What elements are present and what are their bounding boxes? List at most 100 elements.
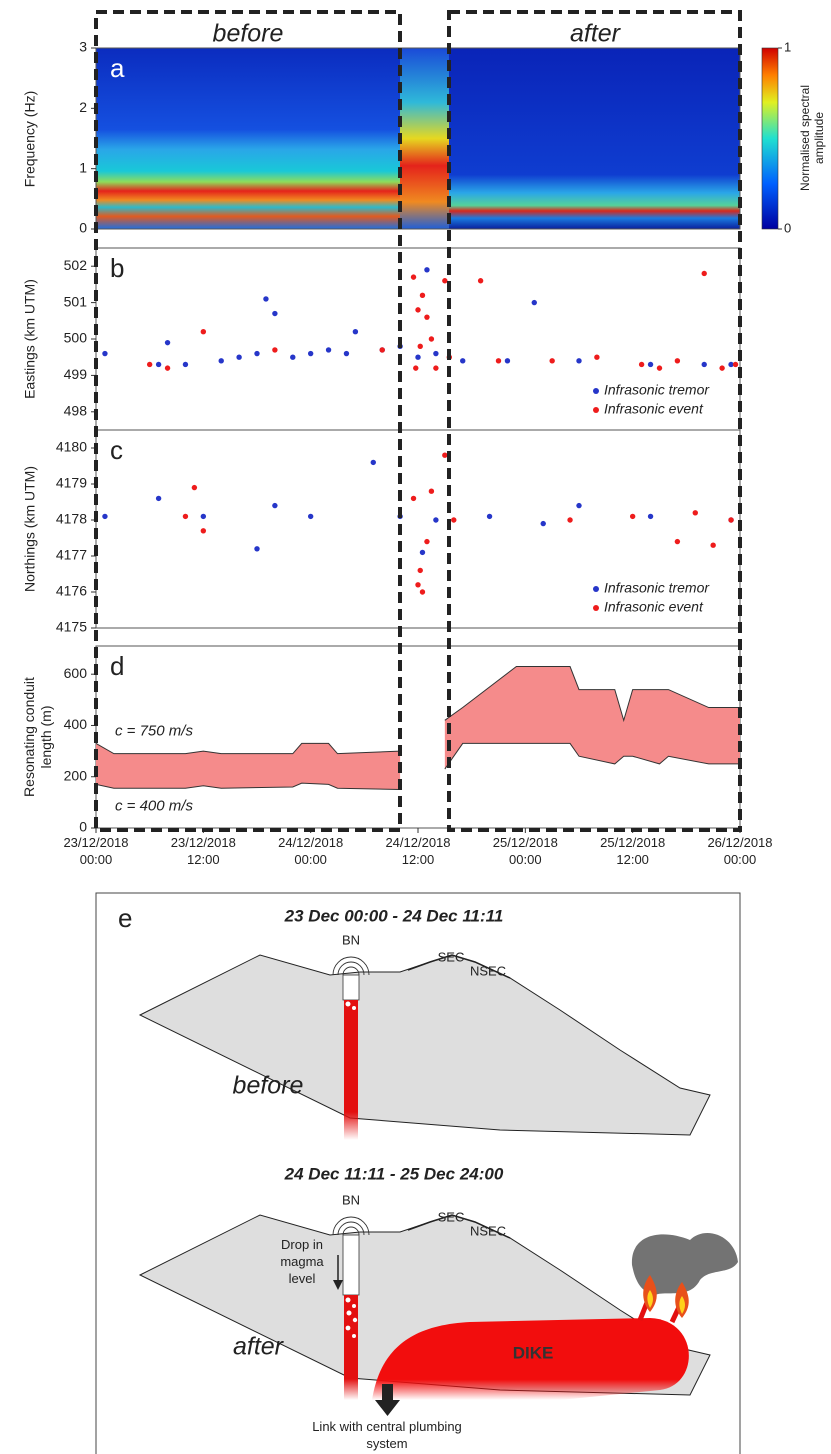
point xyxy=(200,329,207,335)
y-tick-label: 0 xyxy=(79,220,87,236)
point xyxy=(451,517,457,523)
point xyxy=(728,517,734,523)
point xyxy=(155,361,162,368)
crater-label: SEC xyxy=(438,1209,465,1224)
y-tick-label: 4175 xyxy=(56,619,87,635)
point xyxy=(370,459,376,466)
point xyxy=(307,513,314,520)
x-tick-label: 26/12/2018 00:00 xyxy=(707,835,773,867)
point xyxy=(415,354,421,360)
point xyxy=(428,336,435,342)
point xyxy=(629,513,636,520)
y-tick-label: 4176 xyxy=(56,583,87,599)
point xyxy=(442,278,448,284)
band-edge xyxy=(95,742,401,755)
legend-label: Infrasonic tremor xyxy=(604,382,710,398)
point xyxy=(692,510,698,516)
point xyxy=(155,495,162,502)
point xyxy=(419,549,426,556)
ash-plume xyxy=(631,1233,738,1295)
point xyxy=(638,361,645,368)
point xyxy=(307,350,314,357)
point xyxy=(417,343,423,349)
legend-marker xyxy=(593,407,599,413)
y-axis-label: Frequency (Hz) xyxy=(21,90,38,187)
point xyxy=(191,484,198,491)
y-tick-label: 502 xyxy=(64,257,88,273)
y-tick-label: 0 xyxy=(79,819,87,835)
point xyxy=(352,329,359,335)
state-label: before xyxy=(233,1072,304,1100)
band-edge xyxy=(95,782,401,791)
x-tick-label: 24/12/2018 00:00 xyxy=(278,835,344,867)
point xyxy=(504,358,511,364)
conduit-magma xyxy=(344,1295,358,1400)
y-tick-label: 4179 xyxy=(56,475,87,491)
series-label: c = 750 m/s xyxy=(115,722,193,739)
point xyxy=(419,292,426,299)
point xyxy=(424,267,430,273)
point xyxy=(102,350,108,357)
point xyxy=(263,296,269,302)
x-tick-label: 25/12/2018 00:00 xyxy=(492,835,558,867)
point xyxy=(567,517,573,523)
point xyxy=(495,358,502,364)
point xyxy=(549,358,555,364)
point xyxy=(531,299,537,306)
volcano xyxy=(138,954,711,1136)
point xyxy=(477,278,484,284)
y-tick-label: 600 xyxy=(64,665,88,681)
link-arrow xyxy=(375,1384,400,1416)
point xyxy=(701,361,707,368)
conduit-magma xyxy=(344,1000,358,1140)
panel-label: c xyxy=(110,435,123,465)
infrasound-waves xyxy=(332,1216,370,1236)
dike-label: DIKE xyxy=(513,1343,554,1362)
band-edge xyxy=(444,666,740,723)
y-tick-label: 498 xyxy=(64,403,88,419)
drop-label: Drop in magma level xyxy=(280,1237,324,1286)
after-header: after xyxy=(570,20,622,48)
point xyxy=(674,358,681,364)
infrasound-waves xyxy=(332,956,370,976)
point xyxy=(164,339,171,346)
panel-label: d xyxy=(110,651,124,681)
summit xyxy=(407,1214,511,1239)
link-label: Link with central plumbing system xyxy=(312,1419,462,1451)
point xyxy=(102,513,108,520)
point xyxy=(325,347,332,353)
diagram-frame xyxy=(95,892,741,1454)
point xyxy=(419,589,426,595)
dike xyxy=(372,1318,689,1400)
point xyxy=(236,354,242,360)
point xyxy=(146,361,153,368)
y-tick-label: 200 xyxy=(64,767,88,783)
x-tick-label: 24/12/2018 12:00 xyxy=(385,835,451,867)
band-edge xyxy=(444,742,740,770)
state-label: after xyxy=(233,1333,285,1361)
point xyxy=(674,538,681,545)
point xyxy=(647,361,654,368)
conduit-empty xyxy=(342,1234,360,1296)
legend-label: Infrasonic tremor xyxy=(604,580,710,596)
bubbles xyxy=(345,1297,358,1338)
point xyxy=(415,582,421,588)
y-axis-label: Eastings (km UTM) xyxy=(21,279,38,399)
y-tick-label: 4178 xyxy=(56,511,87,527)
point xyxy=(254,546,260,552)
point xyxy=(424,538,430,545)
y-tick-label: 1 xyxy=(79,159,87,175)
crater-label: NSEC xyxy=(470,1223,506,1238)
vent-label: BN xyxy=(342,932,360,947)
point xyxy=(486,513,493,520)
y-tick-label: 501 xyxy=(64,293,88,309)
lava-fountain xyxy=(643,1275,689,1318)
x-tick-label: 23/12/2018 00:00 xyxy=(63,835,129,867)
bubble xyxy=(345,1001,351,1007)
point xyxy=(576,358,582,364)
panel-label: e xyxy=(118,903,132,933)
point xyxy=(164,365,171,371)
spectrogram-before xyxy=(96,48,400,229)
y-axis-label: Northings (km UTM) xyxy=(21,466,38,593)
